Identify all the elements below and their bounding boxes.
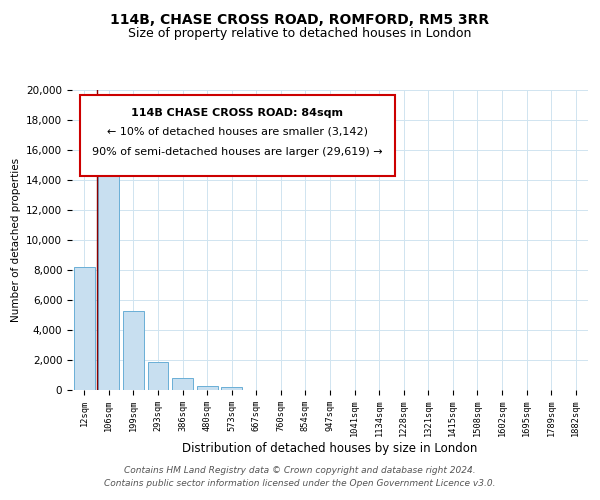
Bar: [221, 387, 242, 390]
Bar: [98, 141, 119, 390]
FancyBboxPatch shape: [80, 94, 395, 176]
Text: Size of property relative to detached houses in London: Size of property relative to detached ho…: [128, 28, 472, 40]
Text: ← 10% of detached houses are smaller (3,142): ← 10% of detached houses are smaller (3,…: [107, 126, 368, 136]
Bar: [123, 310, 144, 390]
Bar: [197, 386, 218, 390]
Text: 114B CHASE CROSS ROAD: 84sqm: 114B CHASE CROSS ROAD: 84sqm: [131, 108, 343, 118]
X-axis label: Distribution of detached houses by size in London: Distribution of detached houses by size …: [182, 442, 478, 455]
Bar: [74, 267, 95, 390]
Bar: [148, 362, 169, 390]
Y-axis label: Number of detached properties: Number of detached properties: [11, 158, 20, 322]
Text: 90% of semi-detached houses are larger (29,619) →: 90% of semi-detached houses are larger (…: [92, 147, 382, 157]
Bar: [172, 378, 193, 390]
Text: 114B, CHASE CROSS ROAD, ROMFORD, RM5 3RR: 114B, CHASE CROSS ROAD, ROMFORD, RM5 3RR: [110, 12, 490, 26]
Text: Contains HM Land Registry data © Crown copyright and database right 2024.
Contai: Contains HM Land Registry data © Crown c…: [104, 466, 496, 487]
